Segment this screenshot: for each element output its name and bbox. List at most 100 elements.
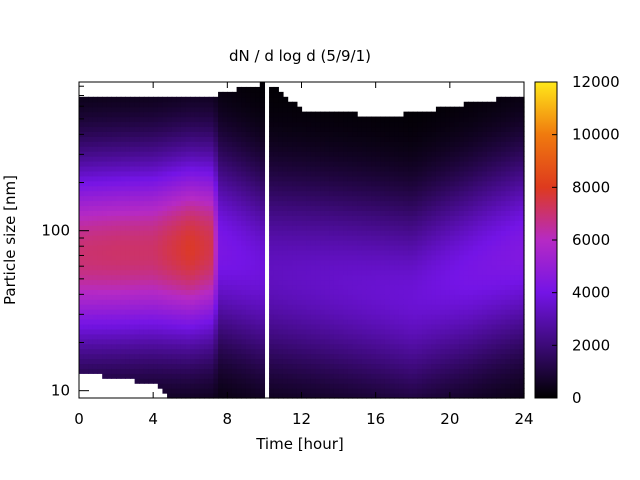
heatmap-cell xyxy=(282,210,289,216)
heatmap-cell xyxy=(250,289,256,295)
heatmap-cell xyxy=(218,269,224,276)
heatmap-cell xyxy=(366,240,372,246)
heatmap-cell xyxy=(83,249,89,256)
heatmap-cell xyxy=(301,249,307,256)
heatmap-cell xyxy=(92,240,99,246)
heatmap-cell xyxy=(143,131,150,137)
heatmap-cell xyxy=(292,343,298,350)
heatmap-cell xyxy=(97,161,103,167)
heatmap-cell xyxy=(435,254,442,261)
heatmap-cell xyxy=(79,363,85,369)
heatmap-cell xyxy=(375,383,381,389)
heatmap-cell xyxy=(301,156,307,162)
heatmap-cell xyxy=(83,156,89,162)
heatmap-cell xyxy=(199,161,205,167)
heatmap-cell xyxy=(143,116,150,123)
heatmap-cell xyxy=(320,195,326,202)
heatmap-cell xyxy=(241,319,247,325)
heatmap-cell xyxy=(431,230,437,236)
heatmap-cell xyxy=(473,240,479,246)
heatmap-cell xyxy=(125,170,131,177)
heatmap-cell xyxy=(194,235,201,241)
heatmap-cell xyxy=(445,264,451,271)
heatmap-cell xyxy=(329,259,335,266)
heatmap-cell xyxy=(380,215,386,221)
heatmap-cell xyxy=(157,363,164,369)
heatmap-cell xyxy=(333,388,340,394)
heatmap-cell xyxy=(445,220,451,226)
heatmap-cell xyxy=(320,131,326,137)
heatmap-cell xyxy=(79,225,85,231)
heatmap-cell xyxy=(463,101,469,108)
heatmap-cell xyxy=(473,274,479,281)
heatmap-cell xyxy=(375,249,381,256)
heatmap-cell xyxy=(440,284,446,290)
heatmap-cell xyxy=(273,131,279,137)
heatmap-cell xyxy=(167,136,173,142)
heatmap-cell xyxy=(375,220,381,226)
heatmap-cell xyxy=(222,388,228,394)
heatmap-cell xyxy=(162,151,168,157)
heatmap-cell xyxy=(143,96,150,103)
heatmap-cell xyxy=(245,343,252,350)
heatmap-cell xyxy=(435,106,442,113)
heatmap-cell xyxy=(384,161,391,167)
heatmap-cell xyxy=(92,235,99,241)
heatmap-cell xyxy=(320,378,326,384)
heatmap-cell xyxy=(176,343,182,350)
heatmap-cell xyxy=(459,175,465,182)
heatmap-cell xyxy=(408,343,414,350)
heatmap-cell xyxy=(180,333,187,340)
heatmap-cell xyxy=(250,156,256,162)
heatmap-cell xyxy=(245,121,252,128)
heatmap-cell xyxy=(208,131,215,137)
heatmap-cell xyxy=(190,338,196,345)
heatmap-cell xyxy=(116,96,122,103)
heatmap-cell xyxy=(259,358,266,365)
heatmap-cell xyxy=(79,170,85,177)
heatmap-cell xyxy=(111,96,117,103)
heatmap-cell xyxy=(343,328,349,335)
heatmap-cell xyxy=(398,126,405,132)
heatmap-cell xyxy=(92,249,99,256)
heatmap-cell xyxy=(204,368,210,374)
heatmap-cell xyxy=(329,343,335,350)
heatmap-cell xyxy=(83,230,89,236)
heatmap-cell xyxy=(422,175,428,182)
heatmap-cell xyxy=(79,156,85,162)
heatmap-cell xyxy=(190,210,196,216)
heatmap-cell xyxy=(287,165,293,172)
heatmap-cell xyxy=(125,175,131,182)
heatmap-cell xyxy=(408,338,414,345)
heatmap-cell xyxy=(139,136,145,142)
heatmap-cell xyxy=(157,358,164,365)
heatmap-cell xyxy=(227,116,233,123)
heatmap-cell xyxy=(106,244,113,251)
heatmap-cell xyxy=(102,136,108,142)
heatmap-cell xyxy=(213,185,219,192)
heatmap-cell xyxy=(329,348,335,355)
heatmap-cell xyxy=(222,165,228,172)
heatmap-cell xyxy=(250,116,256,123)
heatmap-cell xyxy=(129,254,136,261)
heatmap-cell xyxy=(287,146,293,152)
heatmap-cell xyxy=(194,328,201,335)
heatmap-cell xyxy=(241,269,247,276)
heatmap-cell xyxy=(449,161,456,167)
heatmap-cell xyxy=(171,170,177,177)
heatmap-cell xyxy=(97,146,103,152)
heatmap-cell xyxy=(384,195,391,202)
heatmap-cell xyxy=(361,165,367,172)
heatmap-cell xyxy=(157,106,164,113)
heatmap-cell xyxy=(417,358,423,365)
heatmap-cell xyxy=(449,225,456,231)
heatmap-cell xyxy=(426,304,432,310)
heatmap-cell xyxy=(431,388,437,394)
heatmap-cell xyxy=(134,274,140,281)
heatmap-cell xyxy=(426,225,432,231)
heatmap-cell xyxy=(352,180,358,187)
heatmap-cell xyxy=(343,368,349,374)
heatmap-cell xyxy=(269,254,275,261)
heatmap-cell xyxy=(296,289,303,295)
heatmap-cell xyxy=(426,363,432,369)
